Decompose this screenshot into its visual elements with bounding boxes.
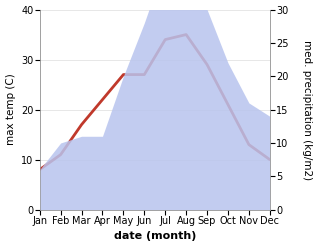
X-axis label: date (month): date (month): [114, 231, 196, 242]
Y-axis label: max temp (C): max temp (C): [5, 74, 16, 145]
Y-axis label: med. precipitation (kg/m2): med. precipitation (kg/m2): [302, 40, 313, 180]
